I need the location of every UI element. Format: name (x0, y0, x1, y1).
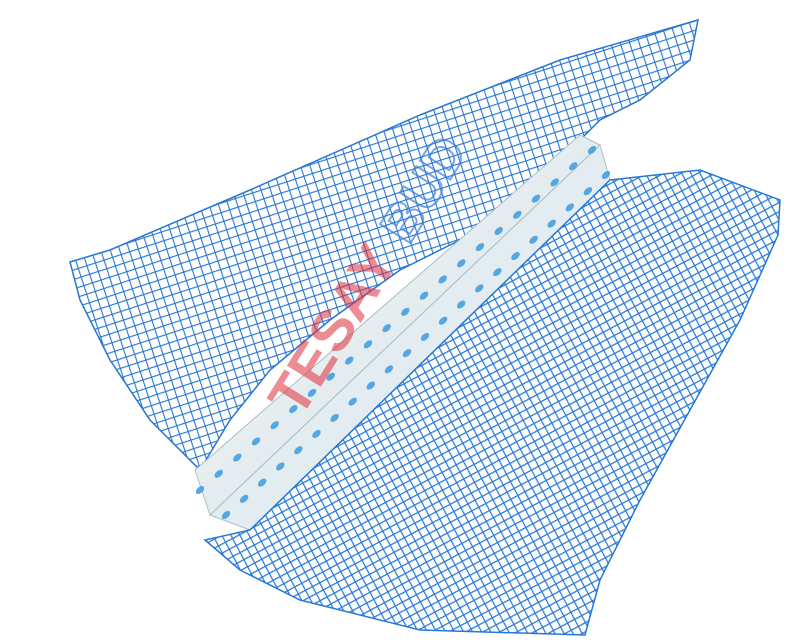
perforation-hole (382, 324, 391, 333)
perforation-hole (583, 187, 593, 196)
perforation-hole (456, 300, 466, 309)
perforation-hole (251, 437, 261, 446)
perforation-hole (330, 413, 339, 422)
perforation-hole (511, 251, 520, 261)
perforation-hole (438, 316, 448, 325)
perforation-hole (348, 397, 357, 406)
perforation-hole (233, 453, 242, 462)
perforation-hole (276, 462, 285, 471)
perforation-hole (294, 446, 303, 455)
perforation-hole (270, 421, 279, 430)
perforation-hole (326, 372, 335, 381)
perforation-hole (547, 219, 556, 228)
perforation-hole (438, 275, 447, 284)
perforation-hole (493, 268, 502, 277)
perforation-hole (565, 203, 575, 212)
perforation-hole (569, 162, 578, 171)
perforation-hole (363, 340, 373, 349)
perforation-hole (221, 510, 231, 520)
perforation-hole (457, 259, 466, 268)
perforation-hole (475, 243, 485, 252)
perforation-hole (494, 226, 503, 236)
perforation-hole (239, 494, 249, 503)
perforation-hole (312, 429, 321, 439)
perforation-hole (345, 356, 354, 365)
perforation-hole (384, 365, 394, 374)
perforation-hole (529, 235, 538, 244)
mesh-front-flap (203, 169, 781, 636)
perforation-hole (214, 469, 223, 478)
perforation-hole (402, 349, 412, 358)
perforation-hole (307, 388, 317, 397)
perforation-hole (195, 485, 205, 495)
perforation-hole (401, 307, 410, 316)
perforation-hole (513, 210, 522, 219)
perforation-hole (475, 284, 484, 293)
perforation-hole (419, 291, 429, 300)
perforation-hole (257, 478, 267, 487)
perforation-hole (289, 404, 298, 414)
perforation-hole (531, 194, 541, 203)
perforation-hole (366, 381, 376, 390)
perforation-hole (420, 332, 430, 341)
perforation-hole (601, 170, 611, 180)
perforation-hole (550, 178, 559, 187)
profile-perforations (195, 145, 611, 520)
perforation-hole (587, 145, 597, 155)
